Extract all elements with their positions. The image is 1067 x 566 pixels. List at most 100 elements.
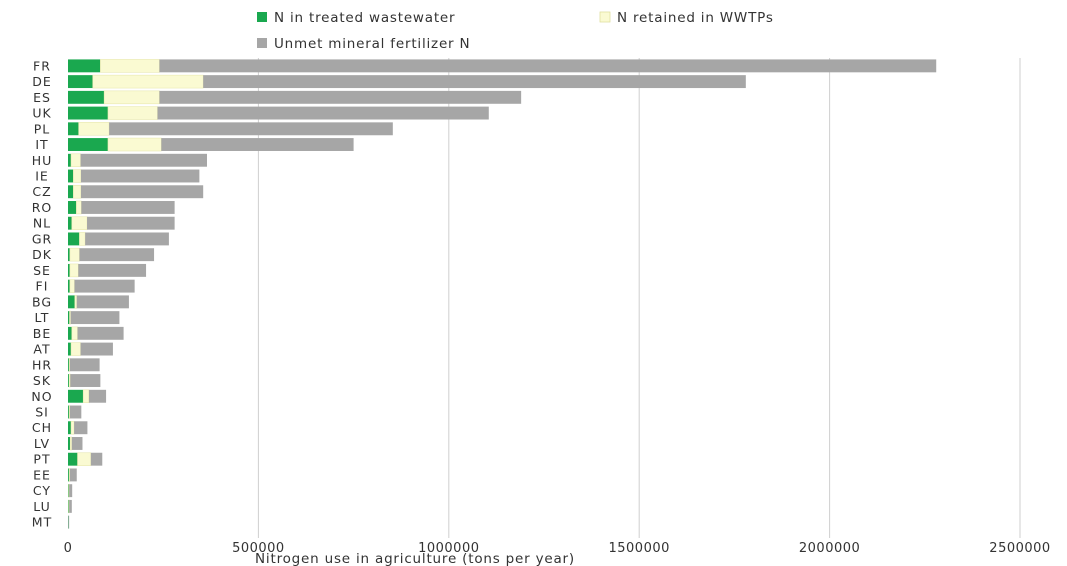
category-label: MT bbox=[32, 515, 52, 530]
bar-lt-series-2 bbox=[70, 311, 120, 325]
category-label: DK bbox=[32, 247, 52, 262]
gridlines bbox=[257, 58, 1021, 538]
bar-ro-series-1 bbox=[76, 200, 82, 215]
bar-pl-series-2 bbox=[109, 122, 393, 136]
bar-fr-series-1 bbox=[100, 59, 160, 73]
bar-bg-series-2 bbox=[76, 295, 129, 309]
bar-ie-series-2 bbox=[80, 169, 200, 183]
category-label: IE bbox=[35, 169, 49, 184]
bar-si-series-2 bbox=[69, 405, 82, 419]
category-label: IT bbox=[35, 137, 48, 152]
bar-nl-series-1 bbox=[71, 216, 88, 230]
bar-uk-series-1 bbox=[107, 106, 158, 120]
bar-gr-series-2 bbox=[85, 232, 169, 246]
bar-cy-series-2 bbox=[69, 484, 73, 498]
bar-lv-series-1 bbox=[69, 436, 73, 451]
category-label: SI bbox=[35, 405, 49, 420]
bar-lt-series-0 bbox=[68, 311, 70, 325]
bar-ee-series-2 bbox=[69, 468, 77, 482]
bar-be-series-2 bbox=[77, 326, 124, 340]
bar-si-series-0 bbox=[68, 405, 70, 419]
bar-be-series-1 bbox=[71, 326, 78, 341]
bar-es-series-1 bbox=[103, 90, 160, 105]
bar-no-series-0 bbox=[68, 389, 84, 403]
bar-bg-series-1 bbox=[74, 295, 78, 309]
bar-de-series-0 bbox=[68, 75, 93, 89]
bar-sk-series-0 bbox=[68, 374, 70, 387]
bar-no-series-1 bbox=[82, 389, 90, 404]
bar-hu-series-1 bbox=[70, 153, 81, 168]
bar-dk-series-2 bbox=[79, 248, 155, 262]
bar-cy-series-0 bbox=[68, 484, 69, 498]
bar-de-series-2 bbox=[203, 75, 746, 89]
bar-dk-series-0 bbox=[68, 248, 70, 262]
legend-swatch-2 bbox=[257, 38, 267, 48]
bar-pt-series-2 bbox=[90, 452, 103, 466]
category-label: HU bbox=[32, 153, 53, 168]
category-label: LV bbox=[34, 436, 50, 451]
category-label: ES bbox=[33, 90, 51, 105]
bar-ch-series-2 bbox=[74, 421, 88, 435]
bar-nl-series-2 bbox=[87, 216, 175, 230]
category-label: NO bbox=[31, 389, 52, 404]
bar-hu-series-0 bbox=[68, 153, 72, 167]
category-label: CZ bbox=[32, 184, 51, 199]
bar-it-series-1 bbox=[107, 137, 162, 152]
bar-lu-series-0 bbox=[68, 499, 69, 513]
bar-uk-series-0 bbox=[68, 106, 108, 120]
bar-sk-series-2 bbox=[70, 374, 101, 387]
category-label: EE bbox=[33, 467, 51, 482]
legend-swatch-0 bbox=[257, 12, 267, 22]
x-axis-title: Nitrogen use in agriculture (tons per ye… bbox=[255, 551, 575, 566]
category-label: BG bbox=[32, 294, 52, 309]
x-tick-label: 0 bbox=[64, 541, 73, 556]
bar-at-series-1 bbox=[70, 342, 81, 356]
legend: N in treated wastewater N retained in WWT… bbox=[257, 10, 773, 52]
bar-be-series-0 bbox=[68, 326, 72, 340]
bar-es-series-0 bbox=[68, 90, 105, 104]
bar-es-series-2 bbox=[159, 90, 522, 104]
bar-se-series-0 bbox=[68, 263, 70, 277]
bar-pt-series-1 bbox=[77, 452, 92, 466]
legend-swatch-1 bbox=[599, 11, 611, 23]
bar-pt-series-0 bbox=[68, 452, 78, 466]
bar-gr-series-1 bbox=[79, 232, 86, 246]
bar-lv-series-2 bbox=[71, 437, 83, 450]
x-tick-label: 1500000 bbox=[608, 541, 669, 556]
bar-cz-series-1 bbox=[73, 184, 82, 199]
bar-mt-series-2 bbox=[68, 515, 70, 529]
bar-ee-series-1 bbox=[68, 468, 71, 482]
bar-fi-series-2 bbox=[74, 279, 135, 293]
bar-se-series-2 bbox=[78, 263, 147, 277]
bars bbox=[68, 59, 937, 529]
bar-hr-series-1 bbox=[68, 358, 71, 372]
bar-fi-series-1 bbox=[69, 279, 75, 293]
bar-nl-series-0 bbox=[68, 216, 72, 230]
bar-se-series-1 bbox=[69, 263, 79, 278]
bar-uk-series-2 bbox=[157, 106, 489, 120]
bar-dk-series-1 bbox=[69, 247, 80, 262]
category-label: AT bbox=[33, 342, 50, 357]
bar-ee-series-0 bbox=[68, 468, 70, 482]
x-tick-label: 2500000 bbox=[989, 541, 1050, 556]
category-label: NL bbox=[33, 216, 51, 231]
category-label: RO bbox=[32, 200, 53, 215]
bar-at-series-2 bbox=[80, 342, 113, 356]
legend-label-2: Unmet mineral fertilizer N bbox=[274, 36, 470, 52]
bar-ie-series-1 bbox=[73, 169, 82, 183]
category-label: CH bbox=[32, 420, 52, 435]
category-label: CY bbox=[33, 483, 51, 498]
category-label: SE bbox=[33, 263, 51, 278]
legend-label-0: N in treated wastewater bbox=[274, 10, 455, 26]
x-tick-labels: 0 500000 1000000 1500000 2000000 2500000 bbox=[64, 541, 1051, 556]
x-tick-label: 2000000 bbox=[799, 541, 860, 556]
bar-ch-series-0 bbox=[68, 421, 72, 435]
category-label: BE bbox=[33, 326, 51, 341]
bar-gr-series-0 bbox=[68, 232, 80, 246]
bar-lv-series-0 bbox=[68, 437, 71, 450]
bar-cz-series-0 bbox=[68, 185, 74, 199]
bar-hr-series-2 bbox=[69, 358, 100, 372]
bar-it-series-2 bbox=[161, 138, 354, 151]
category-label: LU bbox=[33, 499, 51, 514]
